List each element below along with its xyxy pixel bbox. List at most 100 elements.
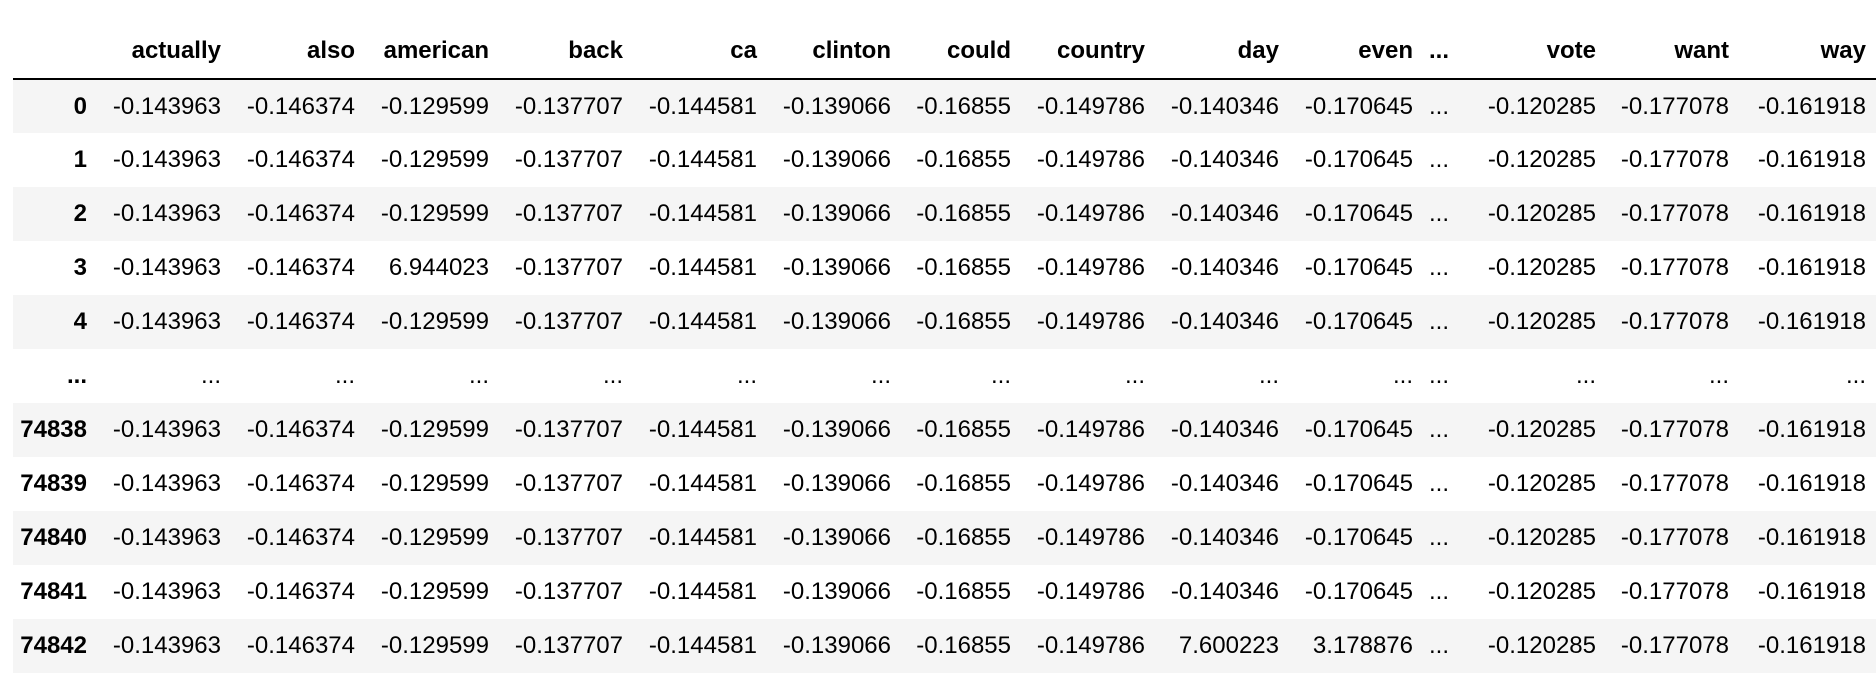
ellipsis-cell: ... [1428, 524, 1449, 551]
table-cell: ... [1845, 362, 1866, 389]
table-cell: -0.139066 [782, 254, 891, 281]
table-cell: -0.139066 [782, 578, 891, 605]
table-cell: -0.16855 [916, 632, 1011, 659]
table-cell: -0.143963 [112, 254, 221, 281]
table-cell: -0.140346 [1170, 308, 1279, 335]
table-cell: -0.161918 [1757, 632, 1866, 659]
table-cell: -0.137707 [514, 200, 623, 227]
table-cell: -0.137707 [514, 524, 623, 551]
table-cell: -0.140346 [1170, 470, 1279, 497]
table-cell: -0.16855 [916, 92, 1011, 120]
table-cell: -0.139066 [782, 200, 891, 227]
table-cell: -0.140346 [1170, 578, 1279, 605]
table-cell: -0.161918 [1757, 578, 1866, 605]
dataframe-output: actually also american back ca clinton c… [13, 24, 1876, 673]
table-cell: -0.144581 [648, 254, 757, 281]
table-cell: -0.137707 [514, 146, 623, 173]
table-cell: -0.146374 [246, 416, 355, 443]
table-cell: -0.161918 [1757, 308, 1866, 335]
header-row: actually also american back ca clinton c… [13, 24, 1876, 80]
table-cell: ... [736, 362, 757, 389]
table-cell: -0.170645 [1304, 524, 1413, 551]
table-cell: -0.139066 [782, 308, 891, 335]
table-cell: -0.140346 [1170, 146, 1279, 173]
table-cell: -0.139066 [782, 416, 891, 443]
table-cell: -0.120285 [1487, 632, 1596, 659]
table-cell: -0.143963 [112, 578, 221, 605]
table-cell: -0.149786 [1036, 254, 1145, 281]
ellipsis-cell: ... [1428, 254, 1449, 281]
table-cell: -0.129599 [380, 416, 489, 443]
table-cell: -0.177078 [1620, 200, 1729, 227]
table-cell: -0.129599 [380, 524, 489, 551]
table-cell: -0.16855 [916, 524, 1011, 551]
table-cell: -0.143963 [112, 200, 221, 227]
table-row: 74839 -0.143963 -0.146374 -0.129599 -0.13770… [13, 457, 1876, 511]
table-cell: -0.129599 [380, 632, 489, 659]
table-cell: -0.149786 [1036, 416, 1145, 443]
table-cell: -0.143963 [112, 92, 221, 120]
table-cell: 3.178876 [1312, 632, 1413, 659]
table-cell: -0.149786 [1036, 578, 1145, 605]
table-cell: ... [1124, 362, 1145, 389]
table-cell: -0.144581 [648, 200, 757, 227]
table-cell: -0.144581 [648, 92, 757, 120]
table-cell: -0.146374 [246, 524, 355, 551]
table-cell: -0.161918 [1757, 416, 1866, 443]
table-cell: -0.140346 [1170, 92, 1279, 120]
table-cell: -0.177078 [1620, 578, 1729, 605]
table-cell: 6.944023 [388, 254, 489, 281]
table-cell: -0.146374 [246, 200, 355, 227]
table-cell: -0.170645 [1304, 146, 1413, 173]
row-index: 4 [73, 308, 87, 335]
column-header: american [365, 24, 499, 80]
table-cell: -0.129599 [380, 200, 489, 227]
table-cell: -0.120285 [1487, 578, 1596, 605]
table-cell: -0.146374 [246, 632, 355, 659]
table-row: ........................................… [13, 349, 1876, 403]
table-row: 4 -0.143963 -0.146374 -0.129599 -0.137707 -0.… [13, 295, 1876, 349]
table-cell: -0.149786 [1036, 470, 1145, 497]
table-row: 74840 -0.143963 -0.146374 -0.129599 -0.13770… [13, 511, 1876, 565]
table-cell: -0.137707 [514, 470, 623, 497]
table-cell: -0.144581 [648, 416, 757, 443]
table-cell: -0.177078 [1620, 470, 1729, 497]
table-cell: -0.120285 [1487, 146, 1596, 173]
table-cell: -0.137707 [514, 416, 623, 443]
column-header: day [1155, 24, 1289, 80]
table-cell: -0.139066 [782, 92, 891, 120]
table-cell: -0.170645 [1304, 200, 1413, 227]
table-cell: -0.144581 [648, 524, 757, 551]
table-cell: ... [602, 362, 623, 389]
table-cell: -0.144581 [648, 308, 757, 335]
table-cell: -0.177078 [1620, 146, 1729, 173]
column-header: could [901, 24, 1021, 80]
table-cell: -0.161918 [1757, 146, 1866, 173]
table-cell: -0.146374 [246, 92, 355, 120]
table-cell: ... [1258, 362, 1279, 389]
table-cell: -0.120285 [1487, 416, 1596, 443]
ellipsis-cell: ... [1428, 308, 1449, 335]
table-cell: -0.170645 [1304, 578, 1413, 605]
table-cell: -0.16855 [916, 578, 1011, 605]
table-cell: -0.143963 [112, 470, 221, 497]
table-cell: ... [870, 362, 891, 389]
table-cell: -0.140346 [1170, 524, 1279, 551]
ellipsis-cell: ... [1428, 632, 1449, 659]
table-cell: -0.146374 [246, 470, 355, 497]
table-cell: -0.161918 [1757, 470, 1866, 497]
table-cell: 7.600223 [1178, 632, 1279, 659]
table-cell: -0.143963 [112, 416, 221, 443]
table-cell: ... [200, 362, 221, 389]
table-cell: -0.144581 [648, 146, 757, 173]
table-cell: -0.120285 [1487, 308, 1596, 335]
table-cell: -0.146374 [246, 254, 355, 281]
table-cell: -0.120285 [1487, 254, 1596, 281]
table-cell: -0.146374 [246, 578, 355, 605]
column-header: even [1289, 24, 1423, 80]
table-cell: ... [468, 362, 489, 389]
table-cell: -0.129599 [380, 470, 489, 497]
ellipsis-cell: ... [1428, 362, 1449, 389]
table-cell: -0.16855 [916, 470, 1011, 497]
table-cell: -0.161918 [1757, 200, 1866, 227]
